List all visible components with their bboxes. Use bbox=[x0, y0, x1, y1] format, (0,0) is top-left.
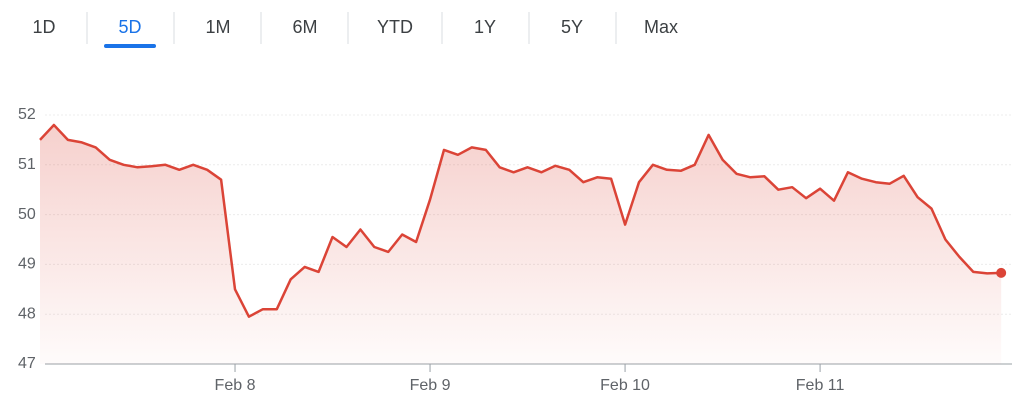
y-tick-label: 52 bbox=[18, 106, 36, 123]
tab[interactable]: 1D bbox=[32, 17, 55, 37]
x-tick-label: Feb 9 bbox=[410, 377, 451, 394]
y-tick-label: 50 bbox=[18, 206, 36, 223]
line bbox=[39, 123, 1002, 318]
y-tick-label: 49 bbox=[18, 256, 36, 273]
tab[interactable]: 5D bbox=[118, 17, 141, 37]
y-tick-label: 47 bbox=[18, 355, 36, 372]
y-tick-label: 48 bbox=[18, 305, 36, 322]
tab-underline bbox=[104, 44, 156, 48]
tab[interactable]: 5Y bbox=[561, 17, 583, 37]
area bbox=[40, 125, 1002, 364]
y-tick-label: 51 bbox=[18, 156, 36, 173]
tab[interactable]: Max bbox=[644, 17, 678, 37]
tab[interactable]: 1M bbox=[205, 17, 230, 37]
x-tick-label: Feb 11 bbox=[796, 377, 845, 394]
tab[interactable]: 1Y bbox=[474, 17, 496, 37]
last-point bbox=[996, 267, 1007, 278]
tab[interactable]: YTD bbox=[377, 17, 413, 37]
tab[interactable]: 6M bbox=[292, 17, 317, 37]
x-tick-label: Feb 10 bbox=[600, 377, 650, 394]
x-tick-label: Feb 8 bbox=[215, 377, 256, 394]
